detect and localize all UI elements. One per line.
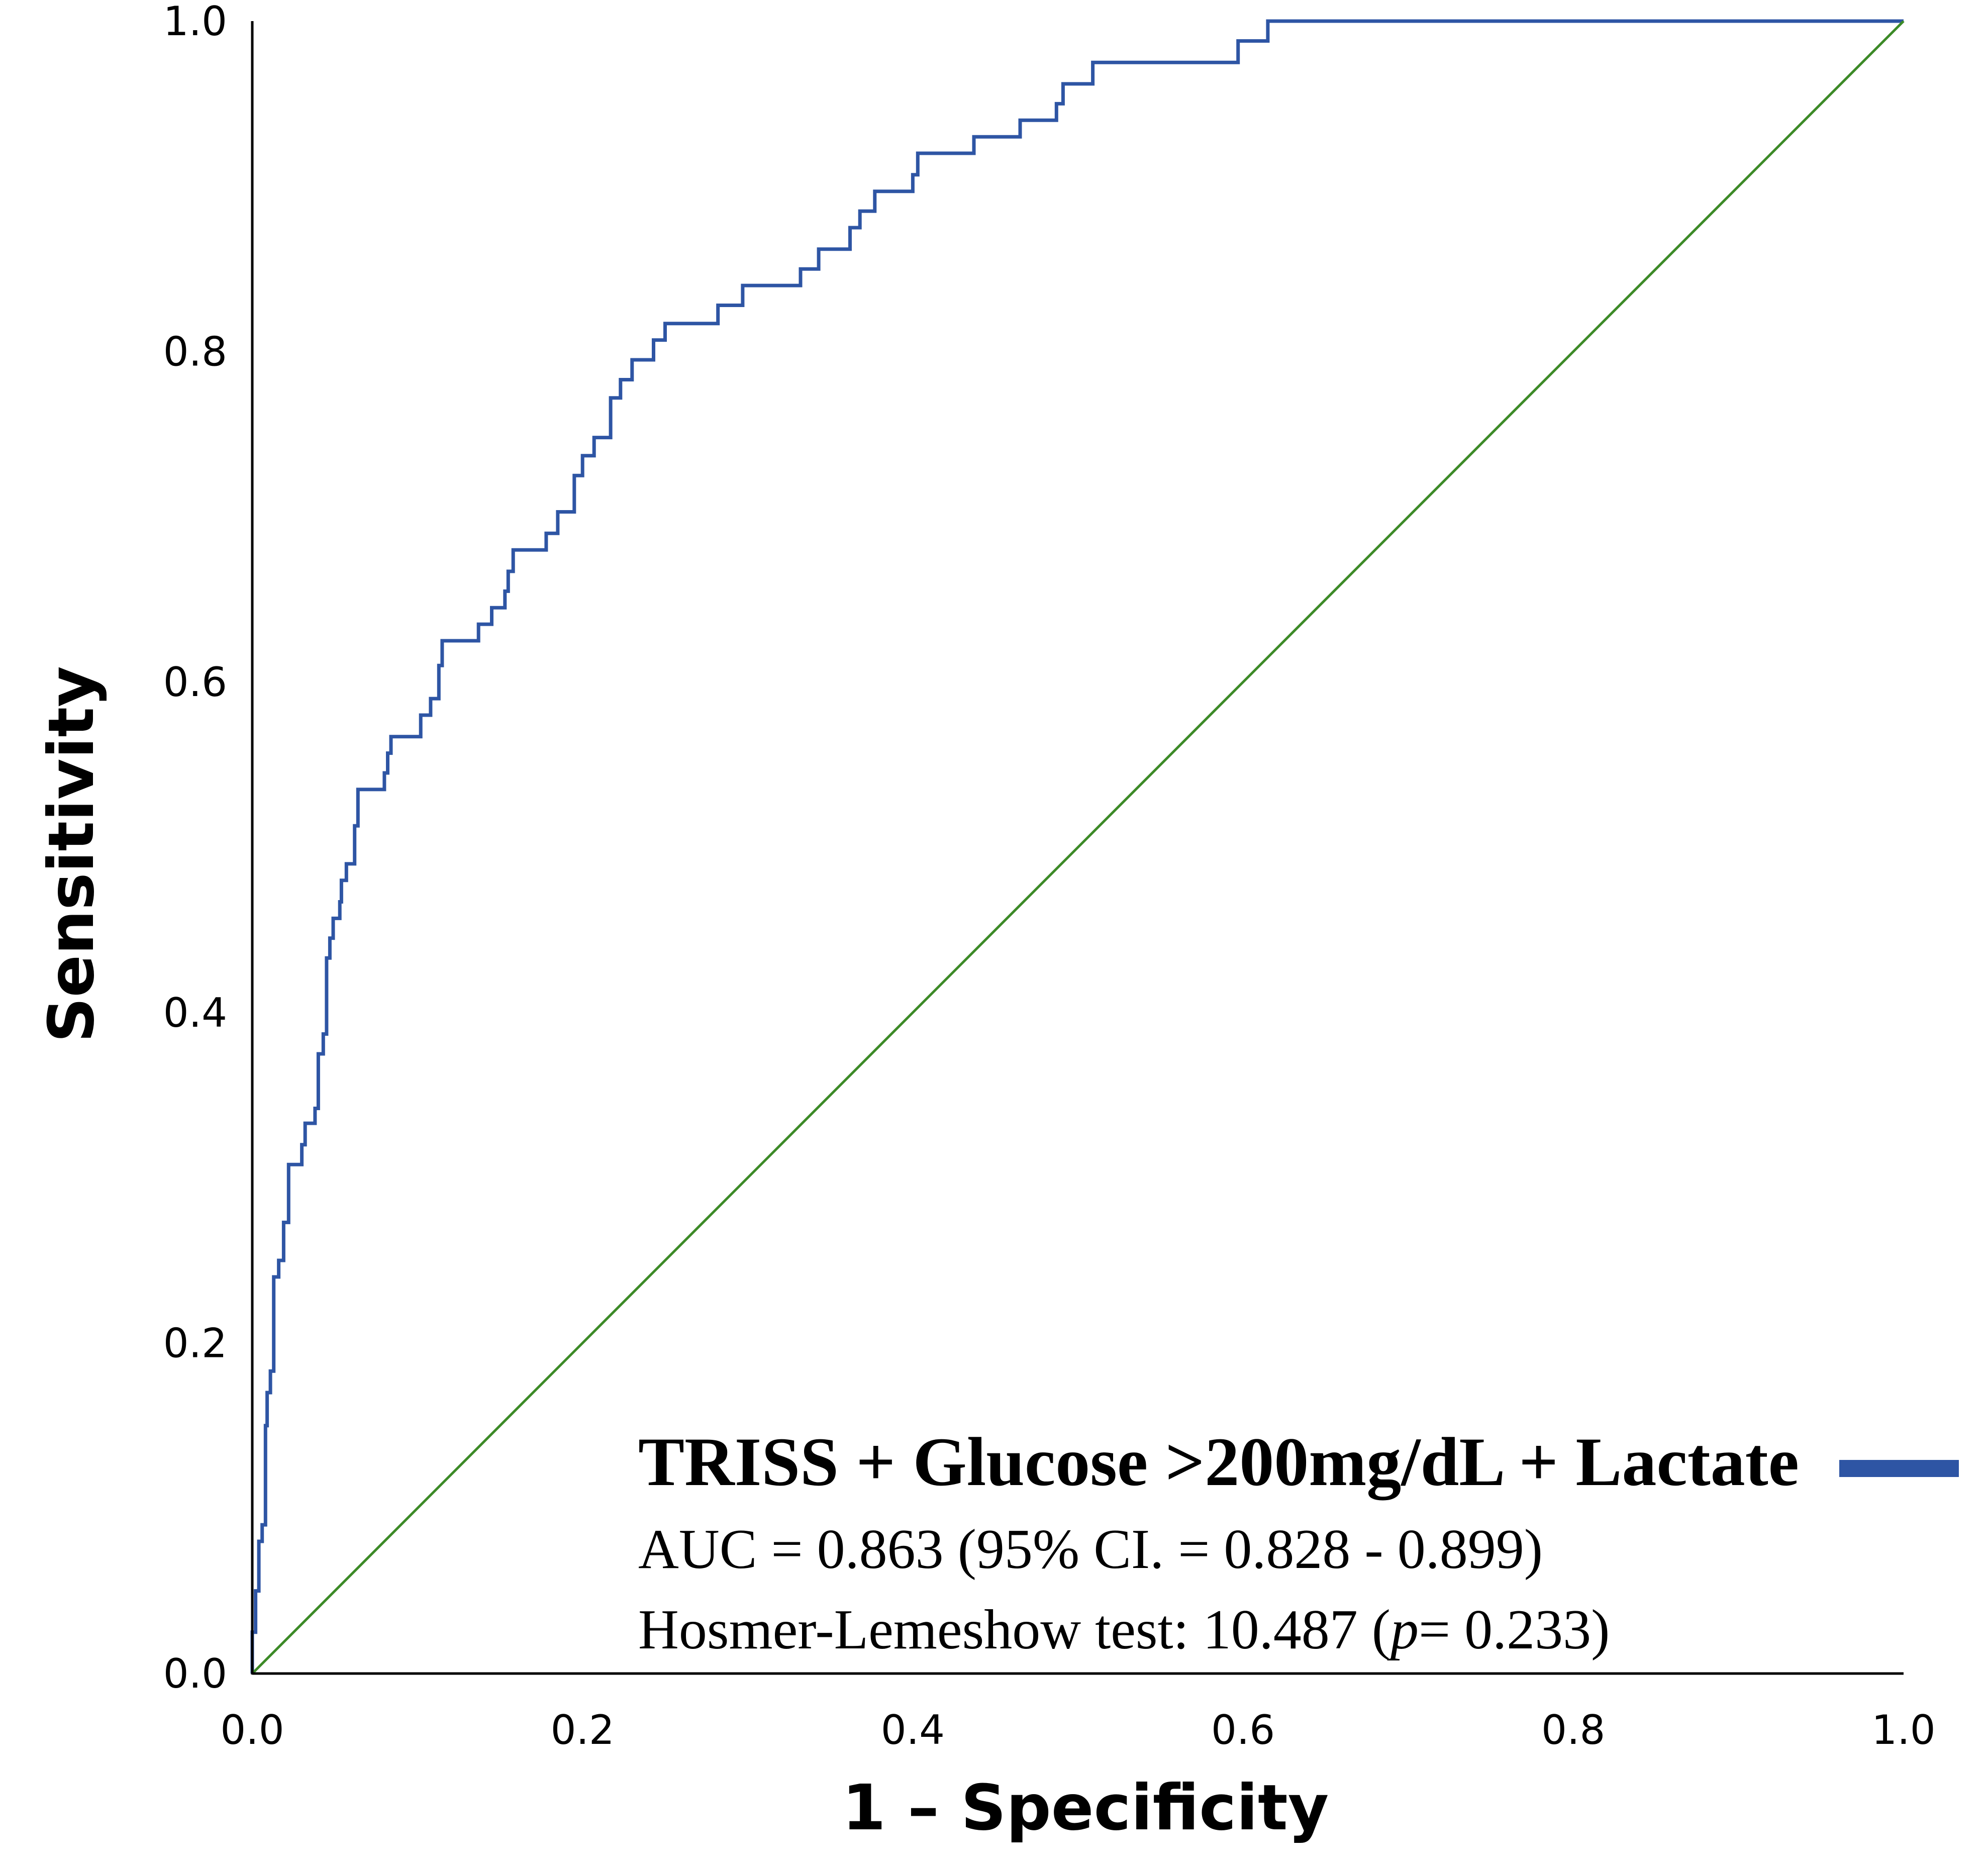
roc-curve-line: [250, 19, 1904, 1674]
y-tick-label: 0.2: [163, 1320, 227, 1366]
legend-hl-suffix: = 0.233): [1419, 1599, 1610, 1661]
y-axis-title: Sensitivity: [35, 666, 108, 1042]
x-tick-label: 0.4: [881, 1707, 945, 1753]
legend-auc-text: AUC = 0.863 (95% CI. = 0.828 - 0.899): [638, 1518, 1543, 1581]
legend-series-name: TRISS + Glucose >200mg/dL + Lactate: [638, 1423, 1799, 1500]
x-tick-label: 1.0: [1871, 1707, 1935, 1753]
legend-hosmer-lemeshow-text: Hosmer-Lemeshow test: 10.487 (p= 0.233): [638, 1599, 1610, 1661]
axes: [251, 21, 1904, 1675]
reference-diagonal-line: [251, 20, 1905, 1675]
x-tick-label: 0.2: [551, 1707, 615, 1753]
y-tick-label: 0.4: [163, 990, 227, 1036]
y-tick-label: 0.0: [163, 1650, 227, 1697]
y-tick-label: 1.0: [163, 0, 227, 45]
tick-labels: 0.0 0.2 0.4 0.6 0.8 1.0 0.0 0.2 0.4 0.6 0.8 1.0: [163, 0, 1936, 1753]
y-tick-label: 0.8: [163, 329, 227, 375]
x-tick-label: 0.8: [1541, 1707, 1605, 1753]
x-tick-label: 0.0: [220, 1707, 284, 1753]
x-tick-label: 0.6: [1211, 1707, 1275, 1753]
legend-hl-prefix: Hosmer-Lemeshow test: 10.487 (: [638, 1599, 1390, 1661]
plot-area: [250, 19, 1905, 1675]
x-axis-title: 1 – Specificity: [842, 1772, 1329, 1844]
legend-hl-p: p: [1387, 1599, 1419, 1661]
y-tick-label: 0.6: [163, 659, 227, 706]
legend: TRISS + Glucose >200mg/dL + Lactate AUC …: [638, 1423, 1959, 1661]
